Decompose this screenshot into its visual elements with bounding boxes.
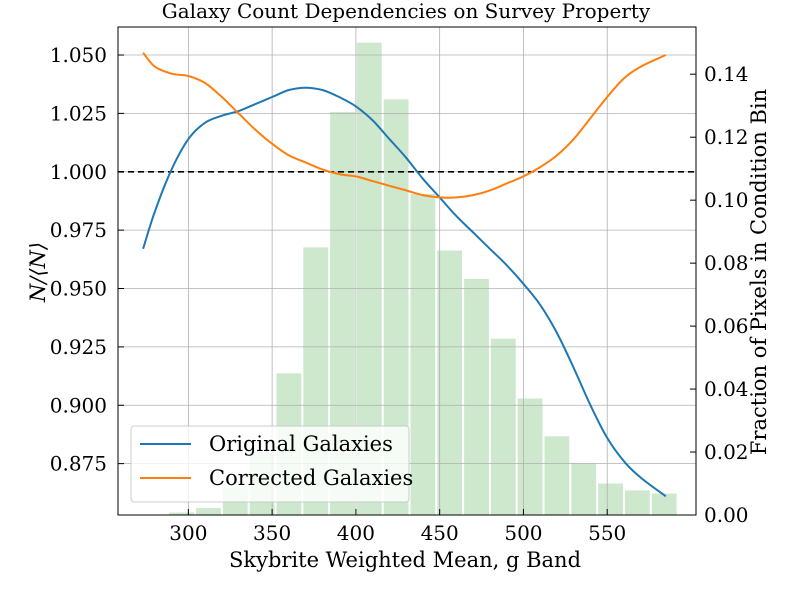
histogram-bar — [410, 193, 436, 515]
x-axis-label: Skybrite Weighted Mean, g Band — [229, 548, 581, 572]
legend-label-original: Original Galaxies — [209, 432, 393, 456]
left-y-tick-label: 1.000 — [50, 160, 107, 184]
x-tick-label: 450 — [421, 521, 459, 545]
right-y-tick-label: 0.08 — [704, 251, 749, 275]
left-y-tick-label: 0.950 — [50, 277, 107, 301]
series-line-original — [142, 86, 667, 498]
series-lines — [142, 52, 667, 498]
right-y-tick-label: 0.10 — [704, 188, 749, 212]
x-tick-label: 550 — [588, 521, 626, 545]
right-y-tick-label: 0.12 — [704, 125, 749, 149]
chart-title: Galaxy Count Dependencies on Survey Prop… — [162, 0, 651, 23]
legend-label-corrected: Corrected Galaxies — [209, 466, 413, 490]
right-y-tick-label: 0.06 — [704, 314, 749, 338]
right-y-axis-ticks: 0.00 0.02 0.04 0.06 0.08 0.10 0.12 0.14 — [690, 62, 749, 527]
series-line-corrected — [142, 52, 667, 199]
right-y-tick-label: 0.00 — [704, 503, 749, 527]
histogram-bar — [169, 512, 195, 515]
histogram-bar — [544, 436, 570, 515]
left-y-tick-label: 0.875 — [50, 452, 107, 476]
histogram-bar — [196, 508, 221, 515]
right-y-tick-label: 0.04 — [704, 377, 749, 401]
histogram-bar — [517, 398, 543, 515]
legend: Original Galaxies Corrected Galaxies — [130, 425, 413, 503]
x-axis-ticks: 300 350 400 450 500 550 — [169, 509, 626, 545]
histogram-bar — [651, 493, 677, 515]
left-y-tick-label: 0.900 — [50, 393, 107, 417]
x-tick-label: 500 — [504, 521, 542, 545]
left-y-tick-label: 0.925 — [50, 335, 107, 359]
plot-frame — [117, 26, 697, 516]
left-y-axis-label: N/⟨N⟩ — [26, 242, 50, 303]
legend-box — [130, 425, 410, 503]
histogram-bar — [625, 490, 650, 515]
left-y-tick-label: 1.025 — [50, 101, 107, 125]
histogram-bar — [571, 463, 597, 515]
right-y-axis-label: Fraction of Pixels in Condition Bin — [747, 89, 771, 455]
x-tick-label: 300 — [169, 521, 207, 545]
left-y-axis-ticks: 0.875 0.900 0.925 0.950 0.975 1.000 1.025 1.050 — [50, 43, 124, 476]
histogram-bar — [464, 278, 489, 515]
right-y-tick-label: 0.14 — [704, 62, 749, 86]
right-y-tick-label: 0.02 — [704, 440, 749, 464]
left-y-tick-label: 0.975 — [50, 218, 107, 242]
histogram-bar — [598, 483, 623, 515]
x-tick-label: 350 — [253, 521, 291, 545]
histogram-bar — [437, 250, 463, 515]
histogram-bar — [490, 338, 516, 515]
left-y-tick-label: 1.050 — [50, 43, 107, 67]
grid — [118, 27, 696, 515]
x-tick-label: 400 — [337, 521, 375, 545]
